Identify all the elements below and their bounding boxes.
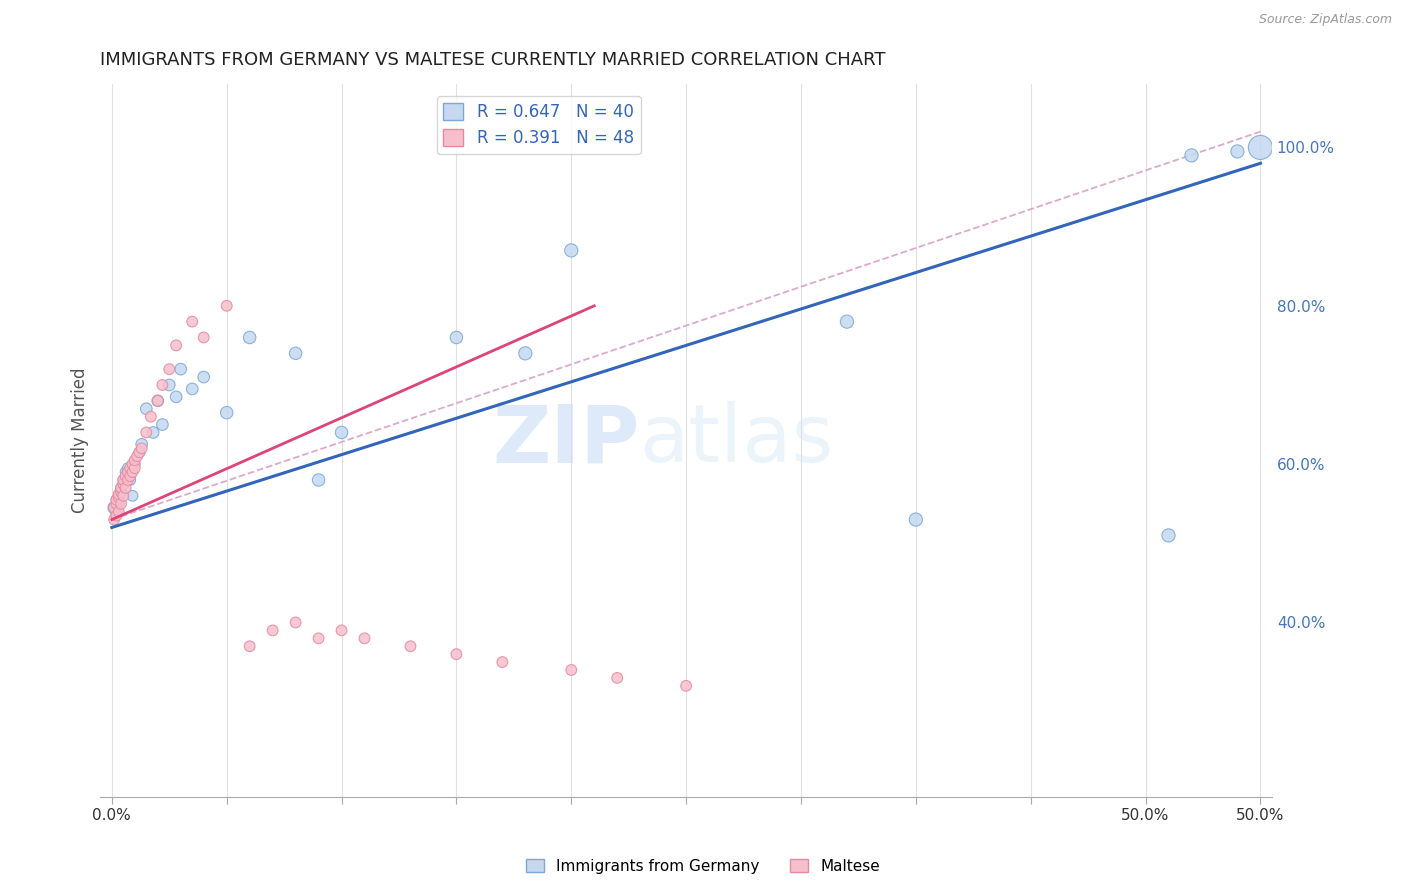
Point xyxy=(112,473,135,487)
Point xyxy=(146,393,169,408)
Point xyxy=(107,505,129,519)
Point xyxy=(127,449,149,463)
Point xyxy=(107,497,129,511)
Point xyxy=(110,481,132,495)
Point xyxy=(120,469,142,483)
Text: atlas: atlas xyxy=(640,401,834,479)
Point xyxy=(835,315,858,329)
Point xyxy=(215,406,238,420)
Point xyxy=(103,512,125,526)
Point xyxy=(128,445,150,459)
Point xyxy=(121,457,143,471)
Point xyxy=(193,330,215,344)
Point xyxy=(560,244,582,258)
Point xyxy=(165,390,187,404)
Point xyxy=(110,481,132,495)
Point xyxy=(181,315,204,329)
Legend: R = 0.647   N = 40, R = 0.391   N = 48: R = 0.647 N = 40, R = 0.391 N = 48 xyxy=(437,96,641,154)
Point xyxy=(262,624,284,638)
Point xyxy=(131,437,153,451)
Point xyxy=(105,505,128,519)
Point xyxy=(107,491,129,505)
Point xyxy=(399,639,422,653)
Point xyxy=(1249,140,1271,154)
Point xyxy=(112,473,135,487)
Point xyxy=(353,632,375,646)
Point xyxy=(105,497,128,511)
Point xyxy=(157,378,180,392)
Point xyxy=(117,461,139,475)
Point xyxy=(1180,148,1202,162)
Point xyxy=(284,346,307,360)
Point xyxy=(110,484,132,499)
Text: Source: ZipAtlas.com: Source: ZipAtlas.com xyxy=(1258,13,1392,27)
Point xyxy=(124,461,146,475)
Point xyxy=(1157,528,1180,542)
Legend: Immigrants from Germany, Maltese: Immigrants from Germany, Maltese xyxy=(519,853,887,880)
Point xyxy=(114,469,136,483)
Point xyxy=(904,512,927,526)
Point xyxy=(128,445,150,459)
Point xyxy=(112,477,135,491)
Point xyxy=(107,489,129,503)
Point xyxy=(110,484,132,499)
Point xyxy=(121,465,143,479)
Point xyxy=(146,393,169,408)
Point xyxy=(150,417,173,432)
Point xyxy=(1226,145,1249,159)
Point xyxy=(560,663,582,677)
Point xyxy=(330,624,353,638)
Point xyxy=(215,299,238,313)
Point xyxy=(330,425,353,440)
Point xyxy=(491,655,513,669)
Point xyxy=(606,671,628,685)
Point xyxy=(112,489,135,503)
Point xyxy=(135,425,157,440)
Point xyxy=(165,338,187,352)
Point xyxy=(117,465,139,479)
Point xyxy=(181,382,204,396)
Point xyxy=(139,409,162,424)
Text: ZIP: ZIP xyxy=(492,401,640,479)
Point xyxy=(117,473,139,487)
Point xyxy=(124,457,146,471)
Point xyxy=(446,647,468,661)
Point xyxy=(515,346,537,360)
Point xyxy=(103,500,125,515)
Point xyxy=(110,497,132,511)
Point xyxy=(446,330,468,344)
Point xyxy=(105,492,128,507)
Point xyxy=(112,477,135,491)
Point xyxy=(120,461,142,475)
Point xyxy=(105,492,128,507)
Point xyxy=(150,378,173,392)
Point xyxy=(157,362,180,376)
Point xyxy=(308,473,330,487)
Point xyxy=(114,469,136,483)
Point xyxy=(675,679,697,693)
Point xyxy=(193,370,215,384)
Point xyxy=(114,465,136,479)
Point xyxy=(107,487,129,501)
Point xyxy=(142,425,165,440)
Point xyxy=(170,362,193,376)
Point xyxy=(121,489,143,503)
Point xyxy=(124,453,146,467)
Point xyxy=(120,473,142,487)
Point xyxy=(114,481,136,495)
Point xyxy=(135,401,157,416)
Text: IMMIGRANTS FROM GERMANY VS MALTESE CURRENTLY MARRIED CORRELATION CHART: IMMIGRANTS FROM GERMANY VS MALTESE CURRE… xyxy=(100,51,886,69)
Point xyxy=(239,639,262,653)
Point xyxy=(103,500,125,515)
Y-axis label: Currently Married: Currently Married xyxy=(72,368,89,513)
Point xyxy=(308,632,330,646)
Point xyxy=(284,615,307,630)
Point xyxy=(131,442,153,456)
Point xyxy=(105,508,128,523)
Point xyxy=(239,330,262,344)
